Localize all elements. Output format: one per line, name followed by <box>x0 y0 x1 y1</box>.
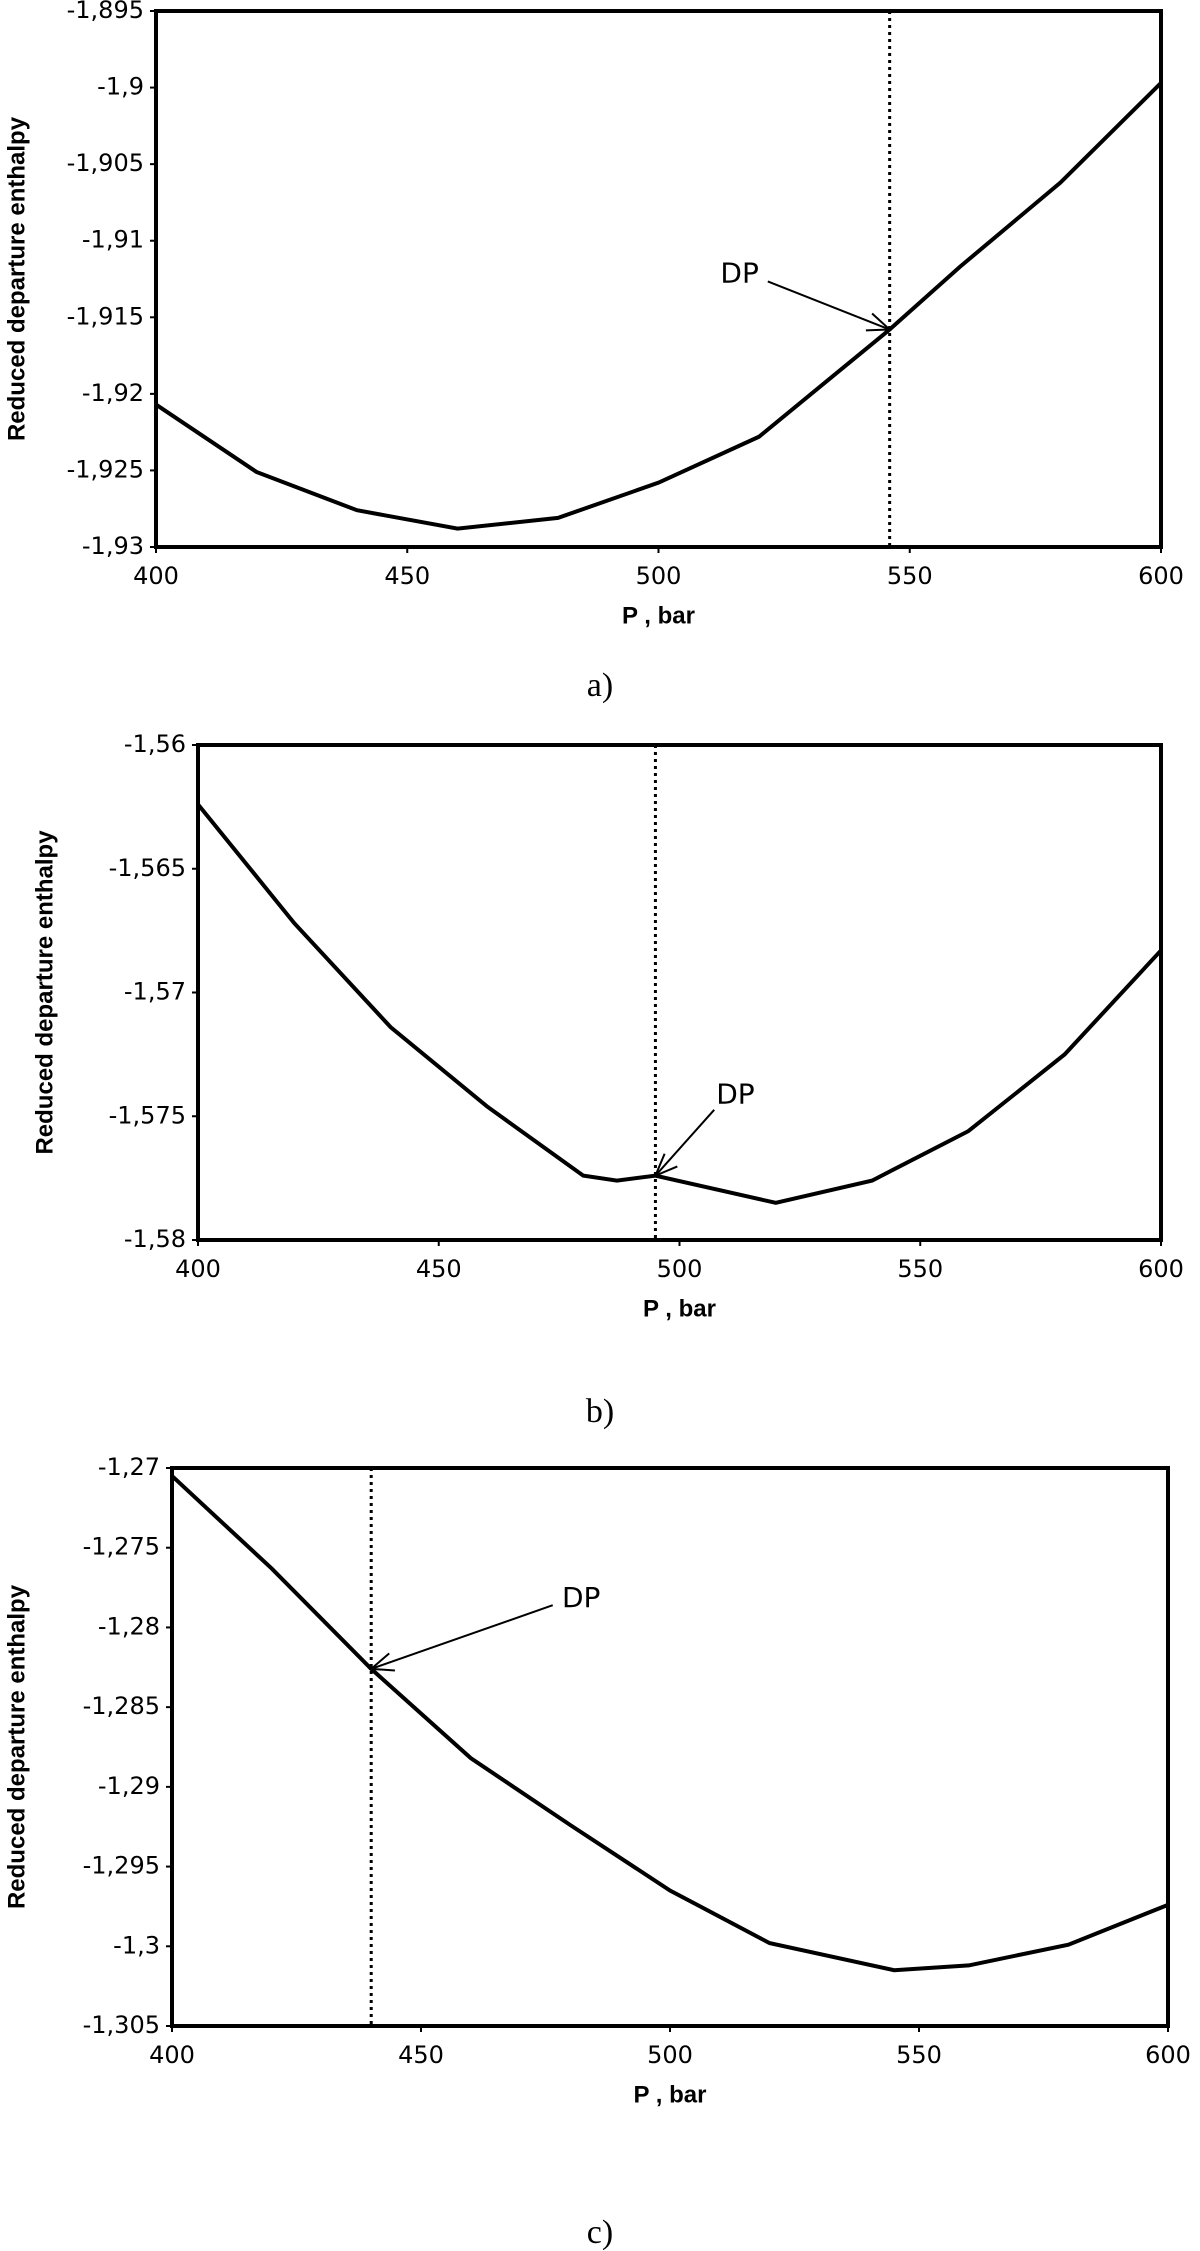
x-tick-label: 500 <box>647 2041 693 2069</box>
y-tick-label: -1,905 <box>67 149 144 177</box>
x-tick-label: 600 <box>1138 562 1184 590</box>
plot-frame <box>154 9 1163 549</box>
annotation-arrow <box>654 1109 715 1177</box>
x-tick-label: 600 <box>1145 2041 1191 2069</box>
y-tick-label: -1,575 <box>109 1101 186 1129</box>
x-tick-label: 550 <box>897 1255 943 1283</box>
y-tick-label: -1,565 <box>109 854 186 882</box>
y-axis-label: Reduced departure enthalpy <box>31 830 58 1155</box>
y-tick-label: -1,57 <box>124 978 186 1006</box>
data-line <box>170 1474 1169 1973</box>
arrow-head <box>368 1652 395 1672</box>
data-line <box>154 81 1163 531</box>
x-tick-label: 450 <box>398 2041 444 2069</box>
y-tick-label: -1,92 <box>82 379 144 407</box>
x-tick-label: 400 <box>175 1255 221 1283</box>
y-tick-label: -1,925 <box>67 455 144 483</box>
y-tick-label: -1,295 <box>83 1852 160 1880</box>
annotation-label: DP <box>720 257 758 290</box>
x-tick-label: 550 <box>896 2041 942 2069</box>
y-tick-label: -1,28 <box>98 1612 160 1640</box>
x-tick-label: 550 <box>887 562 933 590</box>
y-tick-label: -1,56 <box>124 730 186 758</box>
y-tick-label: -1,27 <box>98 1453 160 1481</box>
y-tick-label: -1,93 <box>82 532 144 560</box>
plot-frame <box>170 1466 1170 2028</box>
x-axis-label: P , bar <box>622 602 695 629</box>
x-tick-label: 600 <box>1138 1255 1184 1283</box>
x-axis-label: P , bar <box>634 2081 707 2108</box>
caption: c) <box>587 2214 613 2251</box>
arrow-head <box>653 1153 678 1178</box>
y-tick-label: -1,91 <box>82 226 144 254</box>
annotation-label: DP <box>716 1078 754 1111</box>
y-tick-label: -1,3 <box>113 1931 160 1959</box>
x-tick-label: 450 <box>416 1255 462 1283</box>
x-tick-label: 450 <box>384 562 430 590</box>
y-tick-label: -1,29 <box>98 1772 160 1800</box>
y-tick-label: -1,275 <box>83 1533 160 1561</box>
y-tick-label: -1,895 <box>67 0 144 24</box>
data-line <box>196 803 1163 1205</box>
plot-frame <box>196 743 1163 1242</box>
y-axis-label: Reduced departure enthalpy <box>3 116 30 441</box>
x-axis-label: P , bar <box>643 1295 716 1322</box>
y-tick-label: -1,9 <box>97 73 144 101</box>
y-axis-label: Reduced departure enthalpy <box>3 1584 30 1909</box>
annotation-arrow <box>767 280 891 331</box>
y-tick-label: -1,285 <box>83 1692 160 1720</box>
y-tick-label: -1,305 <box>83 2011 160 2039</box>
annotation-label: DP <box>562 1581 600 1614</box>
caption: a) <box>587 667 613 704</box>
annotation-arrow <box>370 1604 554 1670</box>
x-tick-label: 400 <box>149 2041 195 2069</box>
y-tick-label: -1,915 <box>67 302 144 330</box>
x-tick-label: 500 <box>657 1255 703 1283</box>
x-tick-label: 500 <box>636 562 682 590</box>
caption: b) <box>586 1393 614 1430</box>
arrow-head <box>865 312 893 332</box>
y-tick-label: -1,58 <box>124 1225 186 1253</box>
x-tick-label: 400 <box>133 562 179 590</box>
